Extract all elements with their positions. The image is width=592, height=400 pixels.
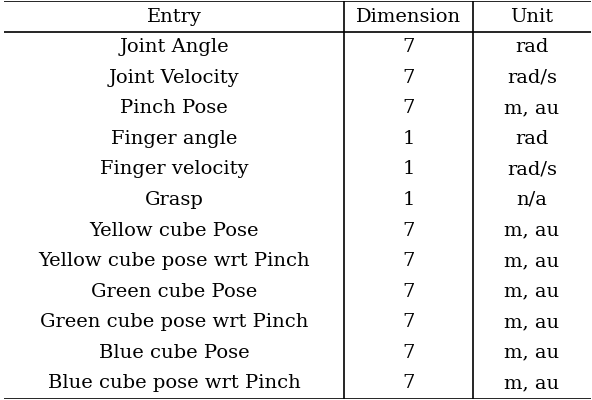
Text: m, au: m, au <box>504 313 559 331</box>
Text: Unit: Unit <box>510 8 554 26</box>
Text: m, au: m, au <box>504 252 559 270</box>
Text: m, au: m, au <box>504 374 559 392</box>
Text: 7: 7 <box>403 99 415 117</box>
Text: 1: 1 <box>403 160 415 178</box>
Text: Grasp: Grasp <box>145 191 204 209</box>
Text: Finger velocity: Finger velocity <box>100 160 249 178</box>
Text: 7: 7 <box>403 344 415 362</box>
Text: Green cube pose wrt Pinch: Green cube pose wrt Pinch <box>40 313 308 331</box>
Text: rad/s: rad/s <box>507 69 557 87</box>
Text: m, au: m, au <box>504 222 559 240</box>
Text: 7: 7 <box>403 252 415 270</box>
Text: Yellow cube pose wrt Pinch: Yellow cube pose wrt Pinch <box>38 252 310 270</box>
Text: Finger angle: Finger angle <box>111 130 237 148</box>
Text: 7: 7 <box>403 69 415 87</box>
Text: 7: 7 <box>403 222 415 240</box>
Text: m, au: m, au <box>504 344 559 362</box>
Text: Blue cube pose wrt Pinch: Blue cube pose wrt Pinch <box>48 374 301 392</box>
Text: rad: rad <box>515 130 549 148</box>
Text: Dimension: Dimension <box>356 8 461 26</box>
Text: Joint Angle: Joint Angle <box>120 38 229 56</box>
Text: rad: rad <box>515 38 549 56</box>
Text: m, au: m, au <box>504 99 559 117</box>
Text: 7: 7 <box>403 374 415 392</box>
Text: Joint Velocity: Joint Velocity <box>109 69 240 87</box>
Text: m, au: m, au <box>504 283 559 301</box>
Text: 1: 1 <box>403 191 415 209</box>
Text: Pinch Pose: Pinch Pose <box>120 99 228 117</box>
Text: n/a: n/a <box>517 191 548 209</box>
Text: Yellow cube Pose: Yellow cube Pose <box>89 222 259 240</box>
Text: Entry: Entry <box>147 8 202 26</box>
Text: Blue cube Pose: Blue cube Pose <box>99 344 250 362</box>
Text: 7: 7 <box>403 38 415 56</box>
Text: 7: 7 <box>403 283 415 301</box>
Text: 1: 1 <box>403 130 415 148</box>
Text: Green cube Pose: Green cube Pose <box>91 283 258 301</box>
Text: 7: 7 <box>403 313 415 331</box>
Text: rad/s: rad/s <box>507 160 557 178</box>
